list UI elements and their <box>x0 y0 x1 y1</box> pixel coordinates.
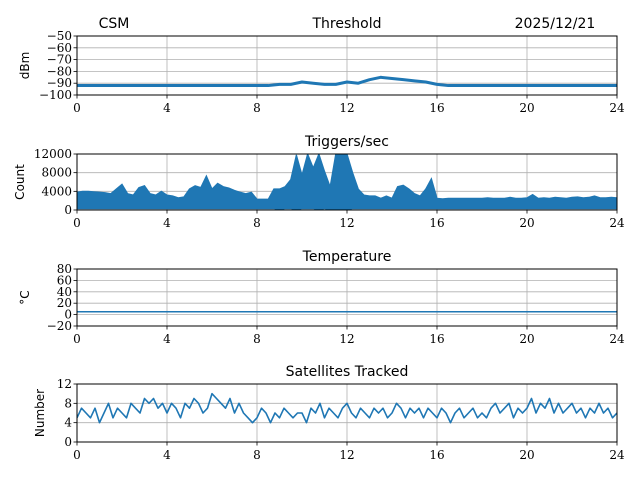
chart-title: Temperature <box>302 249 392 265</box>
x-tick-label: 8 <box>253 101 261 115</box>
x-tick-label: 8 <box>253 332 261 346</box>
x-tick-label: 12 <box>339 332 354 346</box>
x-tick-label: 0 <box>73 101 81 115</box>
y-tick-label: −90 <box>47 76 72 90</box>
y-axis-label: Count <box>13 164 27 200</box>
threshold-chart: 0 4 8 12 16 20 24 −100−90−80−70−60−50 Threshold d… <box>18 16 625 115</box>
x-tick-label: 0 <box>73 216 81 230</box>
x-tick-label: 16 <box>429 216 444 230</box>
y-axis-label: dBm <box>18 52 32 80</box>
y-axis-label: Number <box>33 389 47 437</box>
chart-title: Satellites Tracked <box>286 364 409 380</box>
y-tick-label: 0 <box>64 435 72 449</box>
axes-frame <box>76 383 618 443</box>
y-tick-label: 0 <box>64 308 72 322</box>
chart-title: Triggers/sec <box>304 134 389 150</box>
y-tick-label: −80 <box>47 64 72 78</box>
x-tick-label: 12 <box>339 101 354 115</box>
triggers-series-area <box>77 154 617 210</box>
y-tick-label: 20 <box>57 296 72 310</box>
y-tick-label: −50 <box>47 29 72 43</box>
y-tick-label: 0 <box>64 203 72 217</box>
x-tick-label: 0 <box>73 332 81 346</box>
axes-frame <box>76 268 618 327</box>
x-tick-label: 24 <box>609 101 625 115</box>
x-tick-label: 12 <box>339 448 354 462</box>
x-tick-label: 16 <box>429 332 444 346</box>
y-tick-label: 4 <box>64 416 72 430</box>
axes-frame <box>76 35 618 96</box>
triggers-chart: 0 4 8 12 16 20 24 0 4000 8000 12000 Triggers/sec Cou… <box>13 134 625 230</box>
y-tick-label: −60 <box>47 41 72 55</box>
x-tick-label: 8 <box>253 448 261 462</box>
header-left-label: CSM <box>99 16 130 32</box>
x-tick-label: 20 <box>519 332 534 346</box>
y-tick-label: −100 <box>39 88 72 102</box>
y-axis-label: °C <box>18 290 32 304</box>
satellites-chart: 0 4 8 12 16 20 24 0 4 8 12 Satellites Tracked Number <box>33 364 625 462</box>
x-tick-label: 4 <box>163 101 171 115</box>
header-date-label: 2025/12/21 <box>515 16 596 32</box>
x-tick-label: 8 <box>253 216 261 230</box>
y-tick-label: −20 <box>47 319 72 333</box>
y-tick-label: 8 <box>64 396 72 410</box>
x-tick-label: 4 <box>163 332 171 346</box>
x-tick-label: 20 <box>519 448 534 462</box>
y-tick-label: 4000 <box>41 184 72 198</box>
x-tick-label: 16 <box>429 448 444 462</box>
y-tick-label: 40 <box>57 285 72 299</box>
chart-title: Threshold <box>312 16 382 32</box>
y-tick-label: 8000 <box>41 166 72 180</box>
x-tick-label: 24 <box>609 332 625 346</box>
y-tick-label: 60 <box>57 273 72 287</box>
y-tick-label: −70 <box>47 53 72 67</box>
x-tick-label: 20 <box>519 216 534 230</box>
x-tick-label: 4 <box>163 216 171 230</box>
x-tick-label: 0 <box>73 448 81 462</box>
y-tick-label: 80 <box>57 262 72 276</box>
axes-frame <box>76 153 618 211</box>
x-tick-label: 24 <box>609 448 625 462</box>
x-tick-label: 4 <box>163 448 171 462</box>
y-tick-label: 12000 <box>34 147 72 161</box>
x-tick-label: 24 <box>609 216 625 230</box>
x-tick-label: 20 <box>519 101 534 115</box>
x-tick-label: 16 <box>429 101 444 115</box>
y-tick-label: 12 <box>57 377 72 391</box>
x-tick-label: 12 <box>339 216 354 230</box>
